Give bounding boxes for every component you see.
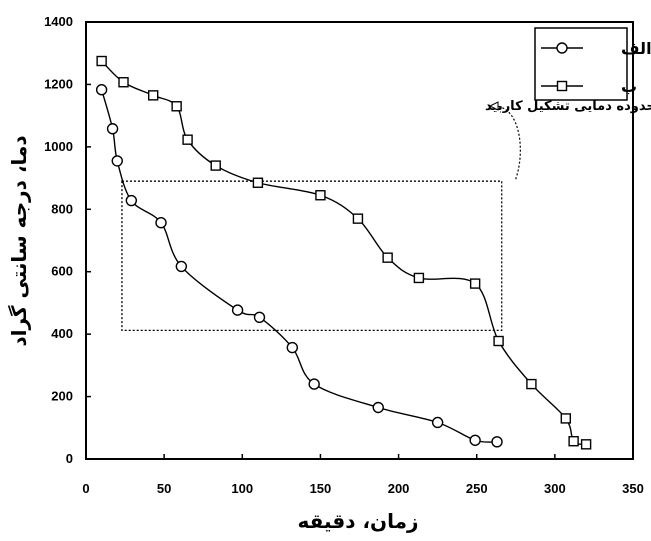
series-1-point (431, 416, 444, 429)
y-tick-label: 400 (51, 326, 73, 341)
x-tick-label: 100 (231, 481, 253, 496)
series-1-point (491, 436, 503, 448)
y-tick-label: 800 (51, 201, 73, 216)
y-axis: 0 200 400 600 800 1000 1200 1400 (44, 14, 91, 466)
annotation-label: محدوده دمایی تشکیل کاربید (485, 99, 651, 114)
series-2-point (210, 160, 221, 171)
series-1-point (231, 304, 244, 316)
annotation-arrow (495, 105, 521, 180)
annotation: محدوده دمایی تشکیل کاربید (121, 99, 651, 332)
series-1-point (111, 155, 123, 167)
series-2-point (118, 77, 129, 88)
series-1-point (95, 84, 108, 96)
carbide-range-box (121, 180, 503, 332)
x-tick-label: 200 (388, 481, 410, 496)
y-tick-label: 0 (66, 451, 73, 466)
annotation-arrowhead (488, 101, 499, 111)
series-2-point (493, 335, 504, 347)
series-2-point (252, 177, 264, 188)
y-axis-title: دما، درجه سانتی گراد (7, 135, 31, 346)
legend-label: الف (621, 39, 651, 58)
series-1-point (106, 123, 119, 135)
x-tick-label: 250 (466, 481, 488, 496)
x-axis-title: زمان، دقیقه (297, 509, 418, 533)
series-2-point (96, 55, 107, 67)
x-tick-label: 50 (157, 481, 171, 496)
series-2 (96, 55, 592, 450)
series-2-point (413, 272, 425, 284)
series-1-point (469, 434, 481, 446)
series-1-point (286, 341, 298, 354)
x-tick-label: 0 (82, 481, 89, 496)
legend-marker (556, 80, 568, 92)
series-2-point (580, 439, 592, 450)
legend-box (534, 27, 628, 101)
series-1-point (175, 260, 188, 273)
legend-label: ب (621, 77, 637, 96)
legend: الف ب (534, 27, 651, 101)
series-2-point (382, 252, 393, 263)
series-1 (95, 84, 503, 448)
series-2-point (469, 278, 481, 289)
series-2-point (182, 134, 193, 145)
x-axis: 0 50 100 150 200 250 300 350 (82, 454, 644, 496)
series-1-point (372, 401, 384, 414)
y-tick-label: 1000 (44, 139, 73, 154)
y-tick-label: 1400 (44, 14, 73, 29)
series-2-point (526, 378, 537, 390)
legend-marker (556, 42, 568, 54)
x-tick-label: 300 (544, 481, 566, 496)
y-tick-label: 1200 (44, 76, 73, 91)
series-2-point (315, 190, 326, 201)
x-tick-label: 150 (310, 481, 332, 496)
series-1-point (155, 217, 167, 229)
series-2-point (352, 213, 364, 224)
series-group (95, 55, 592, 450)
y-tick-label: 200 (51, 389, 73, 404)
series-1-point (125, 194, 138, 207)
series-1-point (253, 311, 266, 323)
series-2-point (148, 90, 159, 101)
series-2-point (560, 413, 571, 424)
y-tick-label: 600 (51, 264, 73, 279)
x-tick-label: 350 (622, 481, 644, 496)
series-1-point (308, 378, 320, 390)
series-2-point (171, 101, 182, 112)
series-2-point (568, 436, 579, 447)
